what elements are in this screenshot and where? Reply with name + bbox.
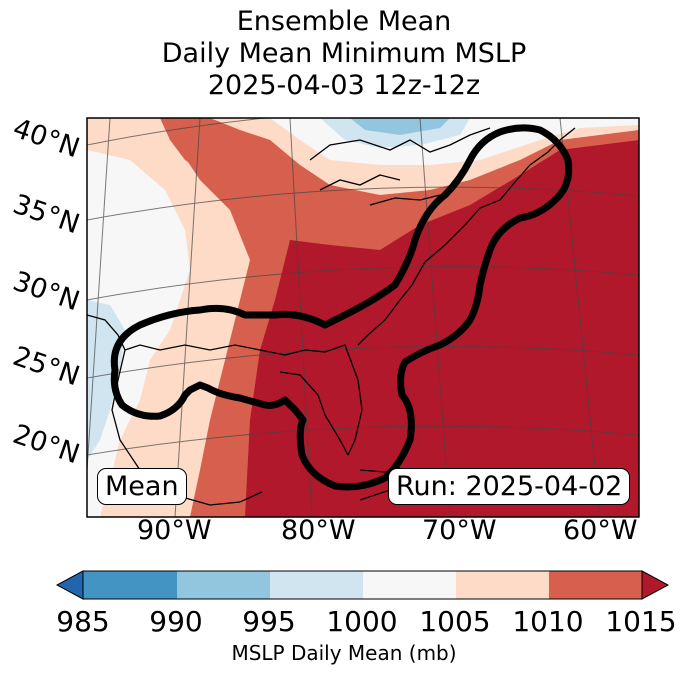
- colorbar-label: MSLP Daily Mean (mb): [231, 641, 457, 665]
- map-frame: [86, 117, 640, 518]
- lon-label-90w: 90°W: [137, 515, 212, 546]
- colorbar-tick-995: 995: [242, 605, 296, 638]
- colorbar-tick-985: 985: [56, 605, 110, 638]
- title-line-3: 2025-04-03 12z-12z: [207, 70, 481, 101]
- colorbar-bin-1010-1015: [549, 571, 642, 599]
- run-label-box: Run: 2025-04-02: [388, 468, 631, 505]
- region-990-995: [350, 118, 450, 135]
- region-995-1000: [87, 300, 125, 460]
- lon-label-70w: 70°W: [422, 515, 497, 546]
- colorbar-bin-990-995: [177, 571, 270, 599]
- title-line-1: Ensemble Mean: [236, 6, 452, 37]
- colorbar-over-extend: [641, 570, 670, 600]
- title-line-2: Daily Mean Minimum MSLP: [161, 38, 527, 69]
- region-1000-1005: [87, 150, 190, 517]
- colorbar-tick-1015: 1015: [605, 605, 677, 638]
- colorbar-bin-1005-1010: [456, 571, 549, 599]
- colorbar-bin-985-990: [83, 571, 177, 599]
- colorbar-tick-1010: 1010: [512, 605, 584, 638]
- colorbar-tick-990: 990: [149, 605, 203, 638]
- colorbar-frame: [82, 570, 643, 600]
- colorbar-bin-995-1000: [270, 571, 363, 599]
- mslp-field: [87, 118, 639, 517]
- lon-label-80w: 80°W: [281, 515, 356, 546]
- colorbar-bin-1000-1005: [363, 571, 456, 599]
- colorbar-under-extend: [55, 570, 84, 600]
- lon-label-60w: 60°W: [563, 515, 638, 546]
- colorbar-tick-1005: 1005: [419, 605, 491, 638]
- mean-label-box: Mean: [97, 468, 187, 505]
- colorbar-tick-1000: 1000: [326, 605, 398, 638]
- ensemble-contour: [110, 124, 573, 491]
- graticule: [87, 118, 639, 517]
